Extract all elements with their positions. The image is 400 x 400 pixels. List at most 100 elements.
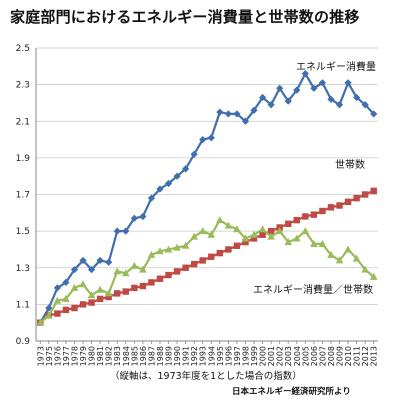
- data-point: [70, 283, 79, 291]
- data-point: [276, 84, 284, 92]
- data-point: [113, 267, 122, 275]
- data-point: [336, 202, 343, 209]
- x-tick-label: 1976: [53, 346, 62, 366]
- data-point: [182, 264, 189, 271]
- data-point: [105, 258, 113, 266]
- data-point: [327, 204, 335, 211]
- y-tick-label: 2.1: [16, 117, 30, 127]
- x-tick-label: 1990: [173, 346, 182, 366]
- data-point: [113, 227, 121, 235]
- x-tick-label: 1994: [207, 346, 216, 366]
- data-point: [361, 191, 369, 198]
- x-tick-label: 2006: [310, 346, 319, 366]
- data-point: [267, 101, 275, 109]
- data-point: [148, 279, 155, 286]
- source-credit: 日本エネルギー経済研究所より: [232, 387, 351, 397]
- data-point: [208, 253, 215, 260]
- y-tick-label: 0.9: [16, 337, 31, 347]
- data-point: [319, 207, 326, 215]
- data-point: [121, 269, 130, 277]
- data-point: [327, 250, 335, 258]
- data-point: [344, 79, 352, 87]
- x-tick-label: 1980: [88, 346, 97, 366]
- data-point: [87, 265, 96, 274]
- x-tick-label: 1997: [233, 346, 242, 366]
- data-point: [292, 234, 301, 242]
- x-tick-label: 1986: [139, 346, 148, 366]
- series-line-1: [39, 72, 375, 324]
- data-point: [284, 97, 292, 105]
- x-tick-label: 1999: [250, 346, 259, 366]
- x-tick-label: 1985: [130, 346, 139, 366]
- series-label: 世帯数: [335, 158, 365, 171]
- data-point: [301, 227, 310, 235]
- x-tick-label: 1981: [96, 346, 105, 366]
- data-point: [369, 272, 378, 280]
- data-point: [207, 230, 216, 238]
- x-tick-label: 1993: [199, 346, 208, 366]
- data-point: [285, 220, 292, 227]
- x-tick-label: 1984: [122, 346, 131, 366]
- x-tick-label: 2007: [318, 346, 327, 366]
- data-point: [182, 165, 190, 173]
- data-point: [318, 79, 327, 87]
- data-point: [310, 211, 318, 218]
- data-point: [173, 172, 181, 180]
- data-point: [301, 70, 309, 78]
- data-point: [130, 261, 139, 269]
- data-point: [62, 278, 70, 286]
- data-point: [207, 134, 215, 142]
- data-point: [258, 93, 267, 102]
- data-point: [164, 179, 173, 188]
- data-point: [131, 284, 138, 292]
- data-point: [233, 242, 241, 249]
- series-group: [36, 70, 378, 327]
- data-point: [70, 265, 79, 274]
- data-point: [258, 225, 267, 233]
- data-point: [335, 101, 344, 109]
- data-point: [181, 241, 190, 249]
- data-point: [147, 250, 156, 258]
- data-point: [250, 106, 258, 114]
- axes: [35, 48, 378, 344]
- x-tick-label: 1989: [165, 346, 174, 366]
- data-point: [293, 86, 301, 94]
- y-axis-ticks: 0.9 1.1 1.3 1.5 1.7 1.9 2.1 2.3 2.5: [16, 44, 31, 347]
- data-point: [250, 235, 258, 242]
- data-point: [250, 230, 258, 238]
- data-point: [122, 288, 129, 295]
- data-point: [361, 265, 369, 273]
- data-point: [139, 212, 147, 221]
- series-line-3: [39, 219, 375, 324]
- chart-title: 家庭部門におけるエネルギー消費量と世帯数の推移: [10, 8, 360, 26]
- data-point: [335, 256, 344, 264]
- x-tick-label: 2013: [370, 346, 379, 366]
- x-tick-label: 1991: [182, 346, 191, 366]
- x-tick-label: 2003: [284, 346, 293, 366]
- data-point: [302, 213, 309, 220]
- data-point: [62, 306, 70, 314]
- data-point: [71, 304, 78, 312]
- data-point: [284, 238, 293, 246]
- x-tick-label: 1978: [70, 346, 79, 366]
- data-point: [79, 256, 87, 265]
- data-point: [122, 227, 130, 235]
- data-point: [156, 275, 164, 282]
- data-point: [62, 294, 70, 302]
- x-axis-ticks: 1973 1975 1976 1977 1978 1979 1980 1981 1982 1983…: [36, 346, 378, 366]
- axis-note: （縦軸は、1973年度を1とした場合の指数）: [110, 371, 302, 382]
- x-tick-label: 1996: [224, 346, 233, 366]
- x-tick-label: 1973: [36, 346, 45, 366]
- data-point: [353, 194, 360, 202]
- y-tick-label: 2.5: [16, 44, 30, 54]
- series-line-2: [39, 189, 375, 324]
- x-tick-label: 1979: [79, 346, 88, 366]
- data-point: [241, 234, 250, 242]
- data-point: [173, 268, 181, 275]
- data-point: [190, 232, 198, 240]
- data-point: [156, 185, 164, 193]
- data-point: [156, 247, 164, 255]
- data-point: [361, 101, 369, 109]
- data-point: [216, 216, 224, 224]
